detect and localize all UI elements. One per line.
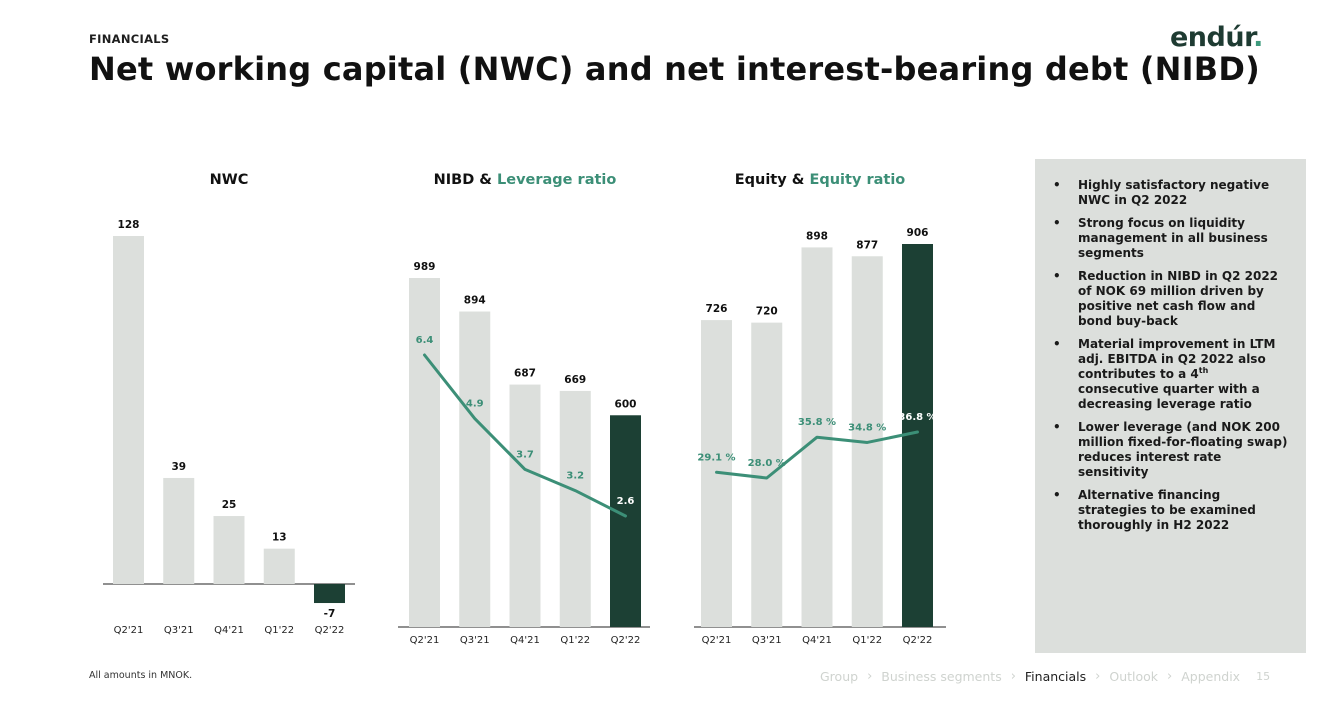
key-point-text: Material improvement in LTM adj. EBITDA … bbox=[1078, 337, 1276, 381]
nwc-x-tick-label: Q2'21 bbox=[114, 625, 144, 636]
nwc-value-label: 128 bbox=[118, 219, 140, 231]
nibd-x-tick-label: Q4'21 bbox=[510, 635, 540, 646]
nwc-x-tick-label: Q3'21 bbox=[164, 625, 194, 636]
nibd-ratio-label: 2.6 bbox=[617, 496, 635, 507]
equity-ratio-line bbox=[715, 430, 919, 480]
equity-ratio-label: 28.0 % bbox=[748, 458, 786, 469]
nav-item-outlook[interactable]: Outlook bbox=[1109, 669, 1159, 684]
equity-ratio-label: 35.8 % bbox=[798, 417, 836, 428]
nibd-ratio-label: 3.7 bbox=[516, 449, 534, 460]
nwc-bar bbox=[113, 236, 144, 584]
nibd-bar bbox=[459, 311, 491, 627]
nwc-bar bbox=[163, 477, 195, 584]
equity-x-tick-label: Q4'21 bbox=[802, 635, 832, 646]
equity-value-label: 898 bbox=[806, 230, 828, 242]
equity-x-tick-label: Q2'22 bbox=[903, 635, 933, 646]
chevron-right-icon: › bbox=[1010, 669, 1016, 684]
nwc-bars: 128 Q2'21 39 Q3'21 25 Q4'21 13 Q1'22 -7 Q2'22 bbox=[113, 219, 345, 636]
chart-title-equity-highlight: Equity ratio bbox=[809, 172, 905, 188]
nibd-x-tick-label: Q3'21 bbox=[460, 635, 490, 646]
section-label: FINANCIALS bbox=[89, 32, 170, 46]
nwc-x-tick-label: Q2'22 bbox=[315, 625, 345, 636]
nibd-value-label: 989 bbox=[414, 261, 436, 273]
nwc-x-tick-label: Q4'21 bbox=[214, 625, 244, 636]
key-point-item: Material improvement in LTM adj. EBITDA … bbox=[1053, 337, 1288, 412]
nwc-value-label: 39 bbox=[171, 461, 186, 473]
page-number: 15 bbox=[1256, 670, 1271, 683]
chart-nwc: NWC 128 Q2'21 39 Q3'21 25 Q4'21 13 Q1'22 -7 Q2'22 bbox=[103, 172, 355, 636]
chevron-right-icon: › bbox=[1095, 669, 1101, 684]
key-point-item: Strong focus on liquidity management in … bbox=[1053, 216, 1288, 261]
chart-title-nwc: NWC bbox=[210, 172, 249, 188]
logo-dot: . bbox=[1253, 22, 1263, 53]
charts-canvas: NWC 128 Q2'21 39 Q3'21 25 Q4'21 13 Q1'22 -7 Q2'22… bbox=[103, 172, 946, 646]
nwc-bar bbox=[263, 548, 295, 584]
nwc-bar bbox=[314, 584, 345, 604]
footnote: All amounts in MNOK. bbox=[89, 670, 193, 681]
logo-text: endúr bbox=[1170, 22, 1254, 53]
equity-value-label: 720 bbox=[756, 306, 778, 318]
nibd-bar bbox=[409, 278, 440, 627]
nibd-bars: 989 Q2'21 894 Q3'21 687 Q4'21 669 Q1'22 600 Q2'22… bbox=[409, 261, 641, 646]
nibd-ratio-line bbox=[423, 353, 627, 518]
chart-nibd: NIBD & Leverage ratio 989 Q2'21 894 Q3'21 68… bbox=[398, 172, 650, 646]
nibd-ratio-label: 6.4 bbox=[416, 335, 434, 346]
key-points-list: Highly satisfactory negative NWC in Q2 2… bbox=[1053, 178, 1288, 533]
chart-title-nibd-text: NIBD & bbox=[434, 172, 497, 188]
equity-x-tick-label: Q1'22 bbox=[852, 635, 882, 646]
nav-item-group[interactable]: Group bbox=[820, 669, 859, 684]
nibd-x-tick-label: Q1'22 bbox=[560, 635, 590, 646]
chart-title-nibd-highlight: Leverage ratio bbox=[497, 172, 616, 188]
nav-item-financials[interactable]: Financials bbox=[1024, 669, 1087, 684]
chart-title-equity-text: Equity & bbox=[735, 172, 810, 188]
nibd-bar bbox=[559, 390, 591, 627]
equity-bars: 726 Q2'21 720 Q3'21 898 Q4'21 877 Q1'22 906 Q2'22… bbox=[697, 227, 936, 646]
equity-ratio-label: 36.8 % bbox=[898, 412, 936, 423]
section-navigation: Group › Business segments › Financials ›… bbox=[820, 669, 1270, 684]
key-points-panel: Highly satisfactory negative NWC in Q2 2… bbox=[1035, 159, 1306, 653]
equity-value-label: 906 bbox=[907, 227, 929, 239]
equity-x-tick-label: Q3'21 bbox=[752, 635, 782, 646]
chart-equity: Equity & Equity ratio 726 Q2'21 720 Q3'21 89… bbox=[694, 172, 946, 646]
equity-ratio-label: 29.1 % bbox=[697, 452, 735, 463]
nav-item-business-segments[interactable]: Business segments bbox=[881, 669, 1002, 684]
equity-bar bbox=[751, 322, 783, 627]
equity-value-label: 877 bbox=[856, 239, 878, 251]
nibd-x-tick-label: Q2'21 bbox=[410, 635, 440, 646]
nibd-ratio-label: 4.9 bbox=[466, 399, 484, 410]
nwc-value-label: -7 bbox=[324, 608, 336, 620]
nibd-bar bbox=[509, 384, 541, 627]
nwc-value-label: 25 bbox=[222, 499, 237, 511]
nibd-ratio-label: 3.2 bbox=[566, 471, 584, 482]
nwc-x-tick-label: Q1'22 bbox=[264, 625, 294, 636]
key-point-item: Alternative financing strategies to be e… bbox=[1053, 488, 1288, 533]
nibd-value-label: 600 bbox=[615, 398, 637, 410]
nibd-value-label: 894 bbox=[464, 295, 486, 307]
chart-title-nibd: NIBD & Leverage ratio bbox=[434, 172, 617, 188]
key-point-item: Lower leverage (and NOK 200 million fixe… bbox=[1053, 420, 1288, 480]
key-point-text: consecutive quarter with a decreasing le… bbox=[1078, 382, 1260, 411]
nwc-bar bbox=[213, 516, 245, 584]
nibd-x-tick-label: Q2'22 bbox=[611, 635, 641, 646]
nwc-value-label: 13 bbox=[272, 532, 287, 544]
company-logo: endúr. bbox=[1170, 22, 1263, 53]
chart-title-nwc-text: NWC bbox=[210, 172, 249, 188]
equity-x-tick-label: Q2'21 bbox=[702, 635, 732, 646]
equity-ratio-label: 34.8 % bbox=[848, 422, 886, 433]
chart-title-equity: Equity & Equity ratio bbox=[735, 172, 906, 188]
nibd-value-label: 669 bbox=[564, 374, 586, 386]
equity-value-label: 726 bbox=[706, 303, 728, 315]
nibd-bar bbox=[610, 415, 641, 627]
key-point-superscript: th bbox=[1198, 366, 1209, 375]
chevron-right-icon: › bbox=[1167, 669, 1173, 684]
page-title: Net working capital (NWC) and net intere… bbox=[89, 50, 1260, 88]
nibd-value-label: 687 bbox=[514, 368, 536, 380]
key-point-item: Reduction in NIBD in Q2 2022 of NOK 69 m… bbox=[1053, 269, 1288, 329]
key-point-item: Highly satisfactory negative NWC in Q2 2… bbox=[1053, 178, 1288, 208]
chevron-right-icon: › bbox=[867, 669, 873, 684]
nav-item-appendix[interactable]: Appendix bbox=[1181, 669, 1241, 684]
